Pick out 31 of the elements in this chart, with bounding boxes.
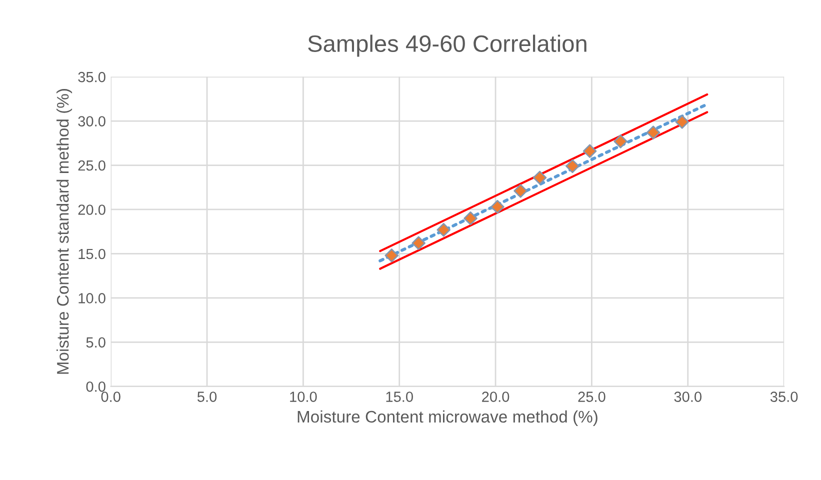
x-axis-title: Moisture Content microwave method (%) — [298, 410, 598, 426]
point — [412, 236, 426, 250]
x-tick-label: 20.0 — [482, 392, 510, 402]
chart-title: Samples 49-60 Correlation — [308, 34, 586, 57]
point — [675, 115, 690, 129]
point — [614, 134, 628, 148]
point — [436, 222, 451, 237]
point — [464, 211, 478, 226]
y-tick-label: 35.0 — [78, 72, 106, 82]
point — [384, 248, 399, 262]
y-tick-label: 30.0 — [78, 116, 106, 126]
x-tick-label: 10.0 — [290, 392, 317, 402]
y-tick-label: 0.0 — [86, 382, 106, 392]
y-tick-label: 5.0 — [86, 337, 106, 348]
point — [532, 170, 547, 185]
x-tick-label: 0.0 — [101, 392, 120, 402]
point — [646, 126, 660, 140]
point — [490, 200, 504, 214]
point — [566, 159, 580, 174]
x-tick-label: 35.0 — [770, 392, 798, 402]
y-axis-title: Moisture Content standard method (%) — [56, 89, 72, 374]
y-tick-label: 10.0 — [78, 293, 106, 304]
y-tick-label: 20.0 — [78, 204, 106, 215]
y-tick-label: 25.0 — [78, 160, 106, 171]
x-tick-label: 30.0 — [674, 392, 702, 402]
point — [582, 144, 597, 158]
y-tick-label: 15.0 — [78, 248, 106, 260]
x-tick-label: 5.0 — [197, 392, 217, 402]
x-tick-label: 15.0 — [386, 392, 413, 402]
x-tick-label: 25.0 — [578, 392, 606, 402]
point — [514, 184, 528, 198]
